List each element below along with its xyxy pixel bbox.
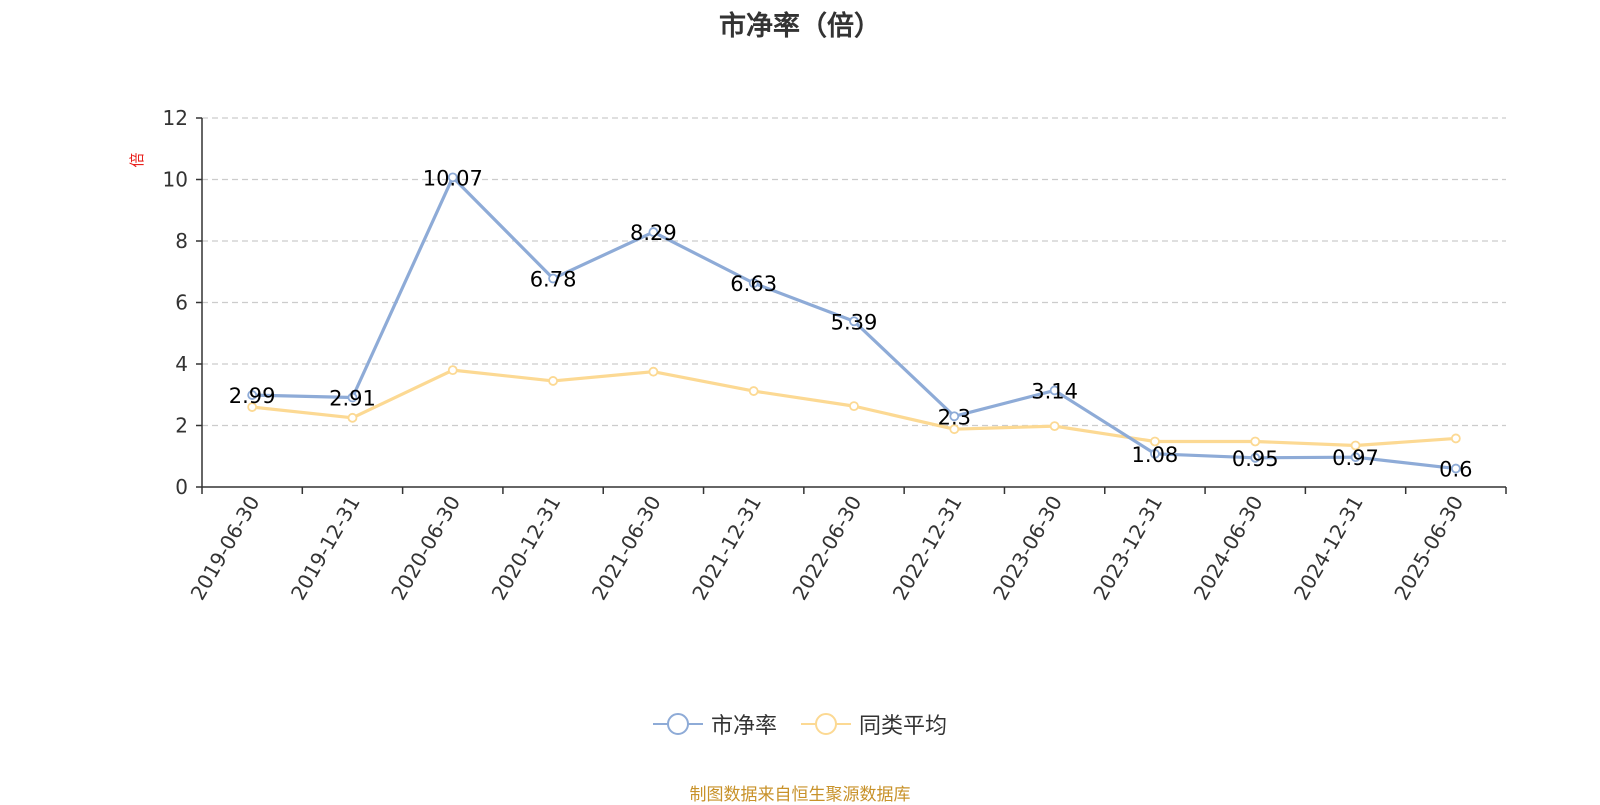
data-labels: 2.99 2.91 10.07 6.78 8.29 6.63 5.39 2.3 3.14 1.08… (229, 166, 1473, 481)
data-point (1150, 436, 1160, 447)
data-label: 0.95 (1232, 447, 1279, 471)
y-tick-label: 12 (163, 106, 188, 130)
grid-lines (202, 117, 1506, 427)
data-label: 2.99 (229, 384, 276, 408)
chart-title: 市净率（倍） (719, 11, 881, 42)
x-tick-label: 2020-12-31 (487, 492, 566, 605)
legend-line-circle-icon (652, 712, 703, 736)
data-point (548, 273, 558, 284)
data-point (548, 376, 558, 386)
x-tick-label: 2023-06-30 (988, 492, 1067, 605)
data-point (247, 390, 258, 400)
y-tick-label: 6 (175, 291, 188, 315)
y-axis-unit: 倍 (128, 152, 146, 167)
x-tick-label: 2024-06-30 (1189, 492, 1268, 605)
data-point (1450, 433, 1461, 444)
legend: 市净率 同类平均 (0, 708, 1600, 740)
x-tick-label: 2024-12-31 (1289, 492, 1368, 605)
x-tick-label: 2019-12-31 (286, 492, 365, 605)
x-tick-label: 2023-12-31 (1088, 492, 1167, 605)
data-label: 1.08 (1132, 443, 1179, 467)
data-point (748, 386, 759, 396)
legend-label-pb: 市净率 (710, 714, 777, 739)
x-tick-label: 2020-06-30 (386, 492, 465, 605)
x-tick-label: 2021-12-31 (687, 492, 766, 605)
y-tick-label: 10 (163, 168, 188, 192)
data-point (1250, 436, 1261, 447)
legend-label-peer-average: 同类平均 (859, 714, 948, 739)
data-point (1450, 463, 1461, 474)
legend-line-circle-icon (801, 712, 851, 736)
x-tick-label: 2022-12-31 (888, 491, 967, 604)
data-label: 2.91 (329, 387, 376, 411)
data-label: 0.97 (1332, 446, 1379, 470)
x-tick-label: 2025-06-30 (1389, 492, 1468, 605)
data-label: 10.07 (423, 166, 483, 190)
x-tick-label: 2019-06-30 (186, 492, 265, 605)
x-tick-label: 2021-06-30 (587, 492, 666, 605)
legend-item-peer-average[interactable]: 同类平均 (801, 708, 947, 740)
data-point (849, 316, 859, 327)
data-point (247, 402, 258, 412)
axes: 0 2 4 6 8 10 12 倍 2019-06-30 2019-12-31 2020-06-30… (128, 106, 1507, 605)
data-points (247, 172, 1461, 474)
data-label: 8.29 (630, 221, 677, 245)
data-point (447, 172, 458, 183)
data-label: 0.6 (1439, 458, 1472, 482)
source-note: 制图数据来自恒生聚源数据库 (689, 785, 911, 805)
data-label: 6.78 (530, 268, 577, 292)
data-point (648, 227, 659, 237)
legend-item-pb[interactable]: 市净率 (652, 708, 777, 740)
y-tick-label: 0 (175, 475, 188, 499)
data-point (849, 401, 859, 412)
data-point (748, 278, 759, 289)
y-tick-label: 8 (175, 229, 188, 253)
data-point (648, 366, 659, 377)
data-point (1150, 448, 1160, 459)
data-point (1350, 440, 1361, 451)
data-label: 2.3 (938, 405, 971, 429)
data-point (1250, 452, 1261, 463)
data-point (949, 411, 960, 422)
data-point (347, 392, 358, 403)
data-point (949, 424, 960, 435)
data-point (1049, 385, 1060, 396)
y-tick-label: 2 (175, 414, 188, 438)
y-tick-label: 4 (175, 352, 188, 376)
data-label: 3.14 (1031, 379, 1078, 403)
x-tick-label: 2022-06-30 (787, 492, 866, 605)
data-point (347, 412, 358, 423)
data-label: 6.63 (730, 272, 777, 296)
data-point (1049, 421, 1060, 432)
data-point (447, 365, 458, 376)
data-point (1350, 452, 1361, 463)
data-label: 5.39 (831, 310, 878, 334)
